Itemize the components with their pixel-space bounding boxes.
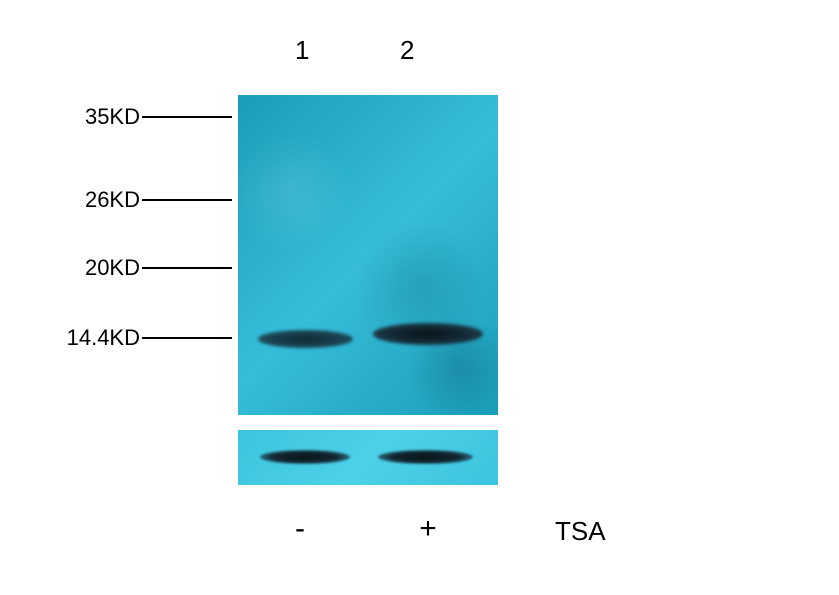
mw-tick-20kd <box>142 267 232 269</box>
band-lane2-main <box>373 323 483 345</box>
mw-label-26kd: 26KD <box>55 187 140 213</box>
western-blot-figure: 1 2 35KD 26KD 20KD 14.4KD - + TSA <box>0 0 839 595</box>
blot-texture <box>238 95 498 415</box>
mw-tick-14kd <box>142 337 232 339</box>
mw-tick-35kd <box>142 116 232 118</box>
lane-1-label: 1 <box>295 35 309 66</box>
band-lane1-loading <box>260 450 350 464</box>
blot-main-panel <box>238 95 498 415</box>
mw-label-14kd: 14.4KD <box>47 325 140 351</box>
blot-loading-panel <box>238 430 498 485</box>
band-lane1-main <box>258 330 353 348</box>
band-lane2-loading <box>378 450 473 464</box>
treatment-name-tsa: TSA <box>555 516 606 547</box>
mw-tick-26kd <box>142 199 232 201</box>
mw-label-20kd: 20KD <box>55 255 140 281</box>
treatment-plus: + <box>418 512 438 546</box>
lane-2-label: 2 <box>400 35 414 66</box>
treatment-minus: - <box>290 512 310 546</box>
mw-label-35kd: 35KD <box>55 104 140 130</box>
